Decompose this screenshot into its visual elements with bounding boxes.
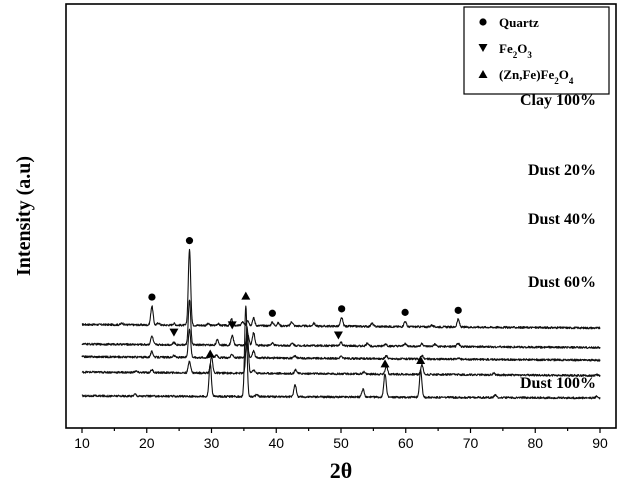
legend-triangle-up-icon (478, 70, 488, 78)
xrd-trace (81, 305, 601, 400)
x-tick-label: 80 (527, 435, 543, 451)
quartz-marker (454, 306, 462, 314)
fe2o3-marker (169, 328, 179, 337)
legend-triangle-down-icon (478, 44, 488, 52)
zn-fe-ferrite-marker (416, 355, 426, 364)
x-tick-label: 30 (204, 435, 220, 451)
quartz-marker (401, 308, 409, 316)
fe2o3-marker (227, 321, 237, 330)
series-label: Dust 100% (520, 375, 596, 392)
legend-circle-icon (479, 18, 487, 26)
peak-markers-layer (148, 237, 462, 368)
zn-fe-ferrite-marker (205, 349, 215, 358)
xrd-trace (81, 326, 601, 378)
series-label: Clay 100% (520, 92, 596, 109)
xrd-trace (81, 299, 601, 350)
legend: Quartz Fe2O3 (Zn,Fe)Fe2O4 (463, 6, 610, 95)
legend-box (463, 6, 610, 95)
x-tick-label: 60 (398, 435, 414, 451)
traces-layer: Clay 100% Dust 20% Dust 40% Dust 60% Dust 10… (81, 92, 601, 400)
series-label: Dust 20% (528, 162, 596, 179)
legend-label: Quartz (499, 15, 539, 30)
series-label: Dust 40% (528, 211, 596, 228)
x-tick-label: 70 (463, 435, 479, 451)
quartz-marker (185, 237, 194, 245)
quartz-marker (338, 305, 346, 313)
xrd-trace (81, 248, 601, 330)
legend-label: (Zn,Fe)Fe2O4 (499, 67, 574, 86)
x-tick-label: 50 (333, 435, 349, 451)
x-axis-title: 2θ (330, 458, 352, 483)
xrd-trace (81, 328, 601, 362)
x-tick-label: 90 (592, 435, 608, 451)
series-label: Dust 60% (528, 274, 596, 291)
fe2o3-marker (333, 331, 343, 340)
legend-label: Fe2O3 (499, 41, 532, 60)
x-tick-label: 40 (268, 435, 284, 451)
y-axis-title: Intensity (a.u) (13, 156, 35, 276)
zn-fe-ferrite-marker (241, 291, 251, 300)
x-tick-label: 20 (139, 435, 155, 451)
x-ticks: 10 20 30 40 50 60 70 80 90 (74, 428, 608, 451)
quartz-marker (268, 309, 276, 317)
quartz-marker (148, 293, 156, 301)
x-tick-label: 10 (74, 435, 90, 451)
zn-fe-ferrite-marker (380, 359, 390, 368)
